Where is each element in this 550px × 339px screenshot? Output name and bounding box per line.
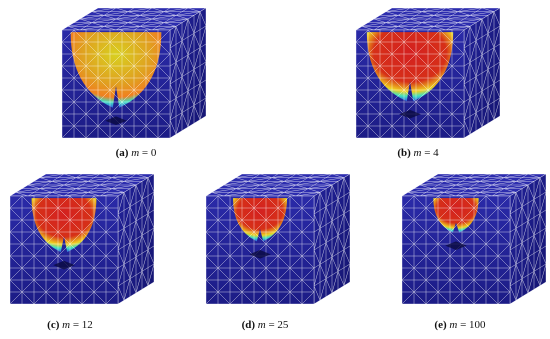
- caption-value: = 4: [424, 147, 439, 159]
- field-lobes: [31, 198, 97, 253]
- mesh-lines: [206, 174, 350, 196]
- field-region: [31, 198, 97, 253]
- field-lobes: [70, 32, 162, 108]
- caption-value: = 0: [142, 147, 157, 159]
- caption: (b) m = 4: [397, 147, 439, 159]
- caption-variable: m: [131, 147, 139, 159]
- cube: [62, 8, 206, 138]
- cube: [402, 174, 546, 304]
- mesh-lines: [10, 174, 154, 196]
- mesh: [356, 8, 500, 30]
- caption-variable: m: [414, 147, 422, 159]
- caption-tag: (a): [116, 147, 129, 159]
- caption-value: = 100: [460, 319, 486, 331]
- captions: (a) m = 0 (b) m = 4 (c) m = 12 (d) m = 25 (e…: [47, 147, 486, 331]
- mesh: [402, 174, 546, 196]
- mesh-lines: [356, 30, 464, 138]
- mesh-lines: [402, 174, 546, 196]
- mesh-lines: [10, 196, 118, 304]
- mesh-lines: [356, 8, 500, 30]
- caption-tag: (c): [47, 319, 60, 331]
- mesh-lines: [62, 30, 170, 138]
- pit: [105, 116, 127, 126]
- mesh-lines: [402, 196, 510, 304]
- caption: (c) m = 12: [47, 319, 93, 331]
- caption-value: = 12: [73, 319, 93, 331]
- pit: [249, 250, 271, 259]
- mesh: [10, 196, 118, 304]
- caption-variable: m: [62, 319, 70, 331]
- field-region: [433, 198, 479, 233]
- field-lobes: [433, 198, 479, 233]
- pit: [445, 241, 467, 250]
- caption-variable: m: [449, 319, 457, 331]
- mesh: [62, 8, 206, 30]
- cube: [356, 8, 500, 138]
- mesh: [356, 30, 464, 138]
- caption-tag: (d): [242, 319, 256, 331]
- field-region: [70, 32, 162, 108]
- pit: [53, 260, 75, 270]
- caption-tag: (e): [434, 319, 447, 331]
- mesh: [62, 30, 170, 138]
- caption: (d) m = 25: [242, 319, 289, 331]
- cube-renders: [10, 8, 546, 304]
- mesh: [206, 174, 350, 196]
- mesh: [10, 174, 154, 196]
- pit: [399, 109, 421, 119]
- caption: (a) m = 0: [116, 147, 157, 159]
- mesh-lines: [62, 8, 206, 30]
- mesh: [402, 196, 510, 304]
- caption-variable: m: [258, 319, 266, 331]
- caption-tag: (b): [397, 147, 411, 159]
- field-region: [366, 32, 454, 102]
- field-lobes: [366, 32, 454, 102]
- cube: [206, 174, 350, 304]
- caption: (e) m = 100: [434, 319, 486, 331]
- caption-value: = 25: [268, 319, 288, 331]
- cube: [10, 174, 154, 304]
